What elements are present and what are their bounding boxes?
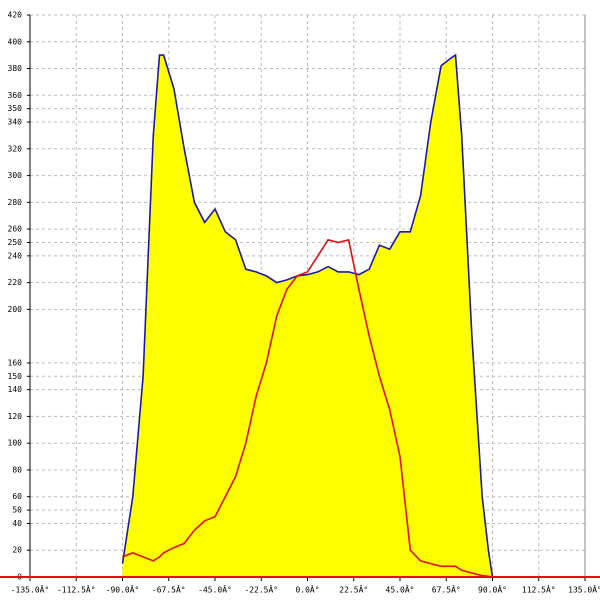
x-tick-label: 112.5Â° [522, 584, 556, 595]
y-tick-label: 160 [8, 358, 23, 367]
y-tick-label: 340 [8, 118, 23, 127]
y-tick-label: 150 [8, 372, 23, 381]
x-tick-label: 90.0Â° [478, 584, 507, 595]
y-tick-label: 220 [8, 278, 23, 287]
y-tick-label: 100 [8, 439, 23, 448]
y-tick-label: 140 [8, 385, 23, 394]
y-tick-label: 50 [12, 506, 22, 515]
y-tick-label: 280 [8, 198, 23, 207]
x-tick-label: -112.5Â° [57, 584, 96, 595]
x-tick-label: -135.0Â° [11, 584, 50, 595]
y-tick-label: 300 [8, 171, 23, 180]
y-tick-label: 40 [12, 519, 22, 528]
y-tick-label: 80 [12, 465, 22, 474]
x-tick-label: 67.5Â° [432, 584, 461, 595]
x-tick-label: 22.5Â° [339, 584, 368, 595]
line [121, 53, 494, 578]
x-tick-label: 0.0Â° [295, 584, 319, 595]
area [122, 55, 493, 578]
x-tick-label: -67.5Â° [152, 584, 186, 595]
y-tick-label: 260 [8, 225, 23, 234]
y-tick-label: 380 [8, 64, 23, 73]
y-tick-label: 250 [8, 238, 23, 247]
y-tick-label: 360 [8, 91, 23, 100]
x-tick-label: -90.0Â° [106, 584, 140, 595]
y-tick-label: 60 [12, 492, 22, 501]
y-tick-label: 350 [8, 104, 23, 113]
x-tick-label: 135.0Â° [568, 584, 600, 595]
line [122, 238, 493, 578]
y-tick-label: 240 [8, 251, 23, 260]
x-tick-label: -45.0Â° [198, 584, 232, 595]
y-tick-label: 20 [12, 546, 22, 555]
x-tick-label: -22.5Â° [244, 584, 278, 595]
y-tick-label: 320 [8, 144, 23, 153]
x-tick-label: 45.0Â° [386, 584, 415, 595]
y-tick-label: 400 [8, 37, 23, 46]
y-tick-label: 200 [8, 305, 23, 314]
y-tick-label: 420 [8, 11, 23, 20]
y-tick-label: 120 [8, 412, 23, 421]
